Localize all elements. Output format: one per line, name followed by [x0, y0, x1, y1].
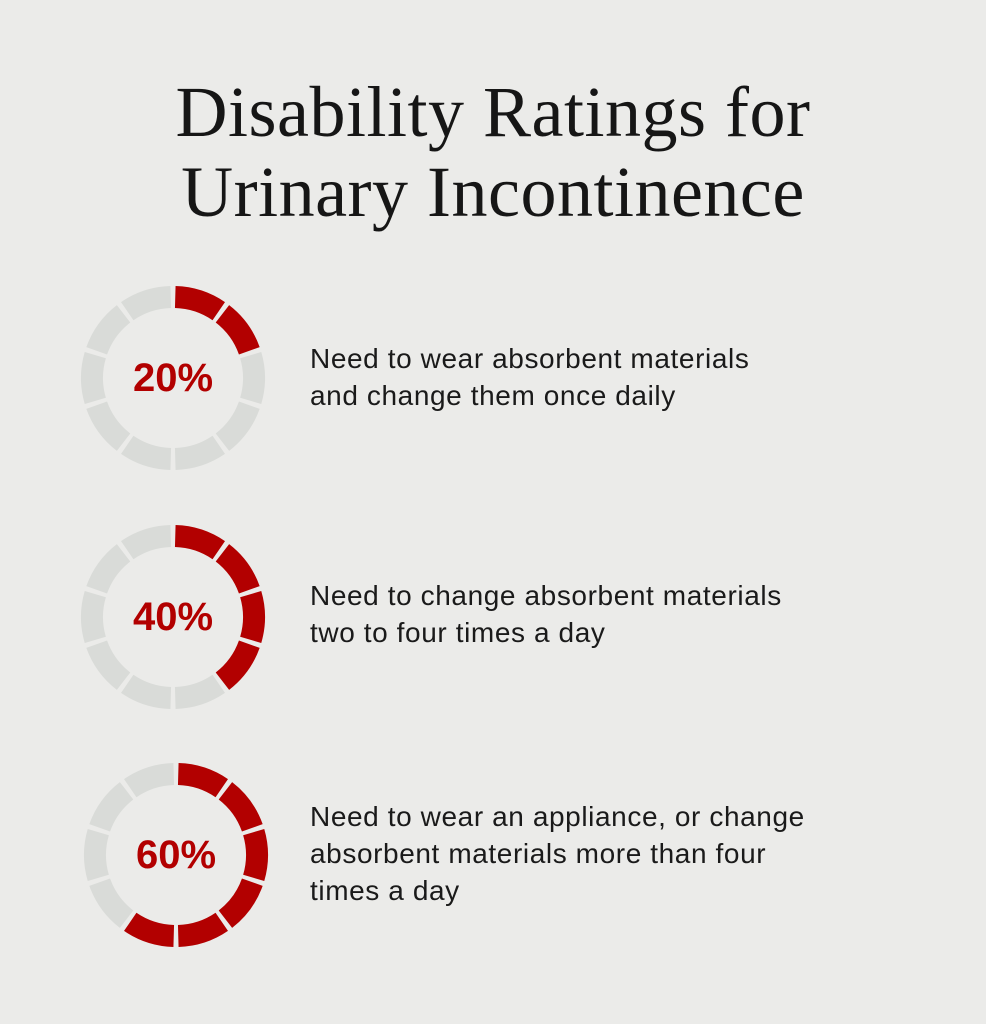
gauge-segment-empty	[86, 401, 131, 451]
rating-row-20: 20% Need to wear absorbent materials and…	[0, 278, 986, 478]
gauge-segment-empty	[215, 401, 260, 451]
description-line: two to four times a day	[310, 617, 606, 648]
gauge-segment-filled	[174, 525, 225, 560]
gauge-40	[81, 525, 265, 709]
gauge-label: 40%	[132, 594, 214, 639]
gauge-segment-empty	[121, 525, 172, 560]
gauge-segment-empty	[174, 435, 225, 470]
gauge-segment-filled	[215, 640, 260, 690]
gauge-segment-empty	[86, 544, 131, 594]
gauge-segment-filled	[177, 912, 228, 947]
gauge-segment-empty	[121, 435, 172, 470]
description-line: and change them once daily	[310, 380, 676, 411]
description-line: absorbent materials more than four	[310, 838, 767, 869]
gauge-segment-empty	[121, 286, 172, 321]
gauge-segment-filled	[174, 286, 225, 321]
gauge-segment-filled	[124, 912, 175, 947]
rating-row-40: 40% Need to change absorbent materials t…	[0, 517, 986, 717]
gauge-segment-filled	[243, 829, 268, 881]
gauge-segment-empty	[81, 591, 106, 643]
gauge-60	[84, 763, 268, 947]
page-title: Disability Ratings for Urinary Incontine…	[0, 72, 986, 232]
rating-description: Need to wear an appliance, or change abs…	[310, 798, 805, 909]
gauge-segment-empty	[121, 674, 172, 709]
gauge-label: 60%	[135, 832, 217, 877]
gauge-segment-empty	[86, 640, 131, 690]
rating-row-60: 60% Need to wear an appliance, or change…	[0, 755, 986, 955]
gauge-segment-filled	[215, 305, 260, 355]
gauge-segment-empty	[240, 352, 265, 404]
title-line-1: Disability Ratings for	[175, 72, 811, 152]
rating-description: Need to wear absorbent materials and cha…	[310, 340, 749, 414]
gauge-segment-empty	[86, 305, 131, 355]
gauge-label: 20%	[132, 355, 214, 400]
gauge-segment-empty	[84, 829, 109, 881]
gauge-segment-empty	[89, 782, 134, 832]
description-line: Need to change absorbent materials	[310, 580, 782, 611]
gauge-segment-empty	[89, 878, 134, 928]
title-line-2: Urinary Incontinence	[181, 152, 805, 232]
rating-description: Need to change absorbent materials two t…	[310, 577, 782, 651]
description-line: Need to wear an appliance, or change	[310, 801, 805, 832]
description-line: Need to wear absorbent materials	[310, 343, 750, 374]
gauge-segment-empty	[174, 674, 225, 709]
gauge-segment-filled	[218, 878, 263, 928]
gauge-segment-empty	[81, 352, 106, 404]
gauge-segment-empty	[124, 763, 175, 798]
gauge-segment-filled	[215, 544, 260, 594]
description-line: times a day	[310, 875, 460, 906]
gauge-20	[81, 286, 265, 470]
gauge-segment-filled	[218, 782, 263, 832]
gauge-segment-filled	[177, 763, 228, 798]
gauge-segment-filled	[240, 591, 265, 643]
